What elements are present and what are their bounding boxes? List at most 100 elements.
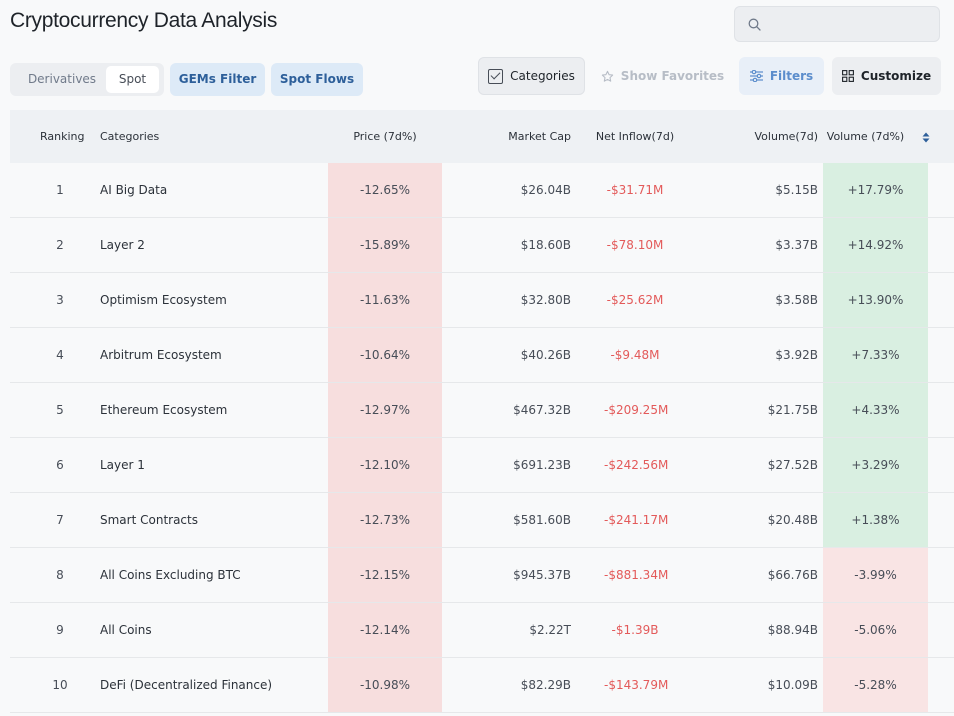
market-cap-cell: $691.23B xyxy=(513,458,571,472)
rank-cell: 10 xyxy=(52,678,68,692)
net-inflow-cell: -$9.48M xyxy=(610,348,660,362)
volume-cell: $5.15B xyxy=(775,183,818,197)
volume-cell: $21.75B xyxy=(767,403,818,417)
net-inflow-cell: -$242.56M xyxy=(604,458,669,472)
net-inflow-cell: -$209.25M xyxy=(604,403,669,417)
market-cap-cell: $32.80B xyxy=(520,293,571,307)
table-row[interactable]: 3 Optimism Ecosystem -11.63% $32.80B -$25.62… xyxy=(10,273,954,328)
net-inflow-cell: -$241.17M xyxy=(604,513,669,527)
tab-spot[interactable]: Spot xyxy=(106,66,159,93)
volume-change-cell: +1.38% xyxy=(823,493,928,547)
volume-change-cell: +3.29% xyxy=(823,438,928,492)
table-row[interactable]: 1 AI Big Data -12.65% $26.04B -$31.71M $5.15B… xyxy=(10,163,954,218)
table-row[interactable]: 2 Layer 2 -15.89% $18.60B -$78.10M $3.37B +14.… xyxy=(10,218,954,273)
customize-button[interactable]: Customize xyxy=(832,57,941,95)
show-favorites-button[interactable]: Show Favorites xyxy=(594,57,731,95)
customize-label: Customize xyxy=(860,69,932,83)
volume-cell: $3.37B xyxy=(775,238,818,252)
category-cell: AI Big Data xyxy=(100,183,168,197)
volume-cell: $66.76B xyxy=(767,568,818,582)
sort-icon[interactable] xyxy=(922,132,930,143)
net-inflow-cell: -$25.62M xyxy=(606,293,664,307)
volume-change-cell: +7.33% xyxy=(823,328,928,382)
table-row[interactable]: 6 Layer 1 -12.10% $691.23B -$242.56M $27.52B +… xyxy=(10,438,954,493)
market-cap-cell: $581.60B xyxy=(513,513,571,527)
star-icon xyxy=(601,70,613,82)
table-row[interactable]: 5 Ethereum Ecosystem -12.97% $467.32B -$209.… xyxy=(10,383,954,438)
checkbox-checked-icon xyxy=(488,68,504,84)
volume-cell: $88.94B xyxy=(767,623,818,637)
volume-cell: $20.48B xyxy=(767,513,818,527)
volume-change-cell: -3.99% xyxy=(823,548,928,602)
volume-cell: $10.09B xyxy=(767,678,818,692)
volume-cell: $27.52B xyxy=(767,458,818,472)
gems-filter-button[interactable]: GEMs Filter xyxy=(170,63,265,96)
net-inflow-cell: -$1.39B xyxy=(611,623,659,637)
category-cell: Smart Contracts xyxy=(100,513,198,527)
price-change-cell: -15.89% xyxy=(328,218,442,272)
rank-cell: 7 xyxy=(56,513,64,527)
table-row[interactable]: 4 Arbitrum Ecosystem -10.64% $40.26B -$9.48M… xyxy=(10,328,954,383)
table-header: Ranking Categories Price (7d%) Market Ca… xyxy=(10,110,954,163)
rank-cell: 3 xyxy=(56,293,64,307)
price-change-cell: -12.14% xyxy=(328,603,442,657)
spot-flows-button[interactable]: Spot Flows xyxy=(271,63,363,96)
category-cell: All Coins xyxy=(100,623,152,637)
net-inflow-cell: -$78.10M xyxy=(606,238,664,252)
category-cell: All Coins Excluding BTC xyxy=(100,568,241,582)
search-input[interactable] xyxy=(734,6,940,42)
market-cap-cell: $40.26B xyxy=(520,348,571,362)
net-inflow-cell: -$881.34M xyxy=(604,568,669,582)
page-title: Cryptocurrency Data Analysis xyxy=(10,9,278,32)
col-categories[interactable]: Categories xyxy=(100,130,160,143)
price-change-cell: -12.73% xyxy=(328,493,442,547)
volume-cell: $3.58B xyxy=(775,293,818,307)
table-row[interactable]: 10 DeFi (Decentralized Finance) -10.98% $82… xyxy=(10,658,954,713)
rank-cell: 1 xyxy=(56,183,64,197)
volume-change-cell: +17.79% xyxy=(823,163,928,217)
col-market-cap[interactable]: Market Cap xyxy=(508,130,571,143)
market-cap-cell: $26.04B xyxy=(520,183,571,197)
table-row[interactable]: 8 All Coins Excluding BTC -12.15% $945.37B -… xyxy=(10,548,954,603)
search-icon xyxy=(748,18,761,31)
market-cap-cell: $82.29B xyxy=(520,678,571,692)
rank-cell: 2 xyxy=(56,238,64,252)
price-change-cell: -11.63% xyxy=(328,273,442,327)
volume-change-cell: +13.90% xyxy=(823,273,928,327)
col-volume[interactable]: Volume(7d) xyxy=(754,130,818,143)
tab-derivatives[interactable]: Derivatives xyxy=(27,72,97,86)
rank-cell: 9 xyxy=(56,623,64,637)
col-volume-pct[interactable]: Volume (7d%) xyxy=(826,130,905,143)
category-cell: Optimism Ecosystem xyxy=(100,293,227,307)
filters-label: Filters xyxy=(769,69,814,83)
categories-table: Ranking Categories Price (7d%) Market Ca… xyxy=(10,110,954,716)
price-change-cell: -10.98% xyxy=(328,658,442,712)
col-net-inflow[interactable]: Net Inflow(7d) xyxy=(595,130,675,143)
volume-cell: $3.92B xyxy=(775,348,818,362)
rank-cell: 4 xyxy=(56,348,64,362)
category-cell: Layer 1 xyxy=(100,458,145,472)
rank-cell: 5 xyxy=(56,403,64,417)
category-cell: Ethereum Ecosystem xyxy=(100,403,228,417)
filters-button[interactable]: Filters xyxy=(739,57,824,95)
volume-change-cell: +4.33% xyxy=(823,383,928,437)
price-change-cell: -12.15% xyxy=(328,548,442,602)
col-ranking[interactable]: Ranking xyxy=(40,130,85,143)
table-row[interactable]: 9 All Coins -12.14% $2.22T -$1.39B $88.94B -5.… xyxy=(10,603,954,658)
rank-cell: 6 xyxy=(56,458,64,472)
category-cell: Layer 2 xyxy=(100,238,145,252)
volume-change-cell: -5.28% xyxy=(823,658,928,712)
col-price[interactable]: Price (7d%) xyxy=(353,130,417,143)
market-cap-cell: $18.60B xyxy=(520,238,571,252)
sliders-icon xyxy=(749,70,763,82)
category-cell: DeFi (Decentralized Finance) xyxy=(100,678,273,692)
categories-toggle[interactable]: Categories xyxy=(478,57,585,95)
table-row[interactable]: 7 Smart Contracts -12.73% $581.60B -$241.17M… xyxy=(10,493,954,548)
net-inflow-cell: -$31.71M xyxy=(606,183,664,197)
net-inflow-cell: -$143.79M xyxy=(604,678,669,692)
market-type-toggle: Derivatives Spot xyxy=(10,63,164,96)
show-favorites-label: Show Favorites xyxy=(620,69,725,83)
price-change-cell: -12.10% xyxy=(328,438,442,492)
volume-change-cell: +14.92% xyxy=(823,218,928,272)
volume-change-cell: -5.06% xyxy=(823,603,928,657)
